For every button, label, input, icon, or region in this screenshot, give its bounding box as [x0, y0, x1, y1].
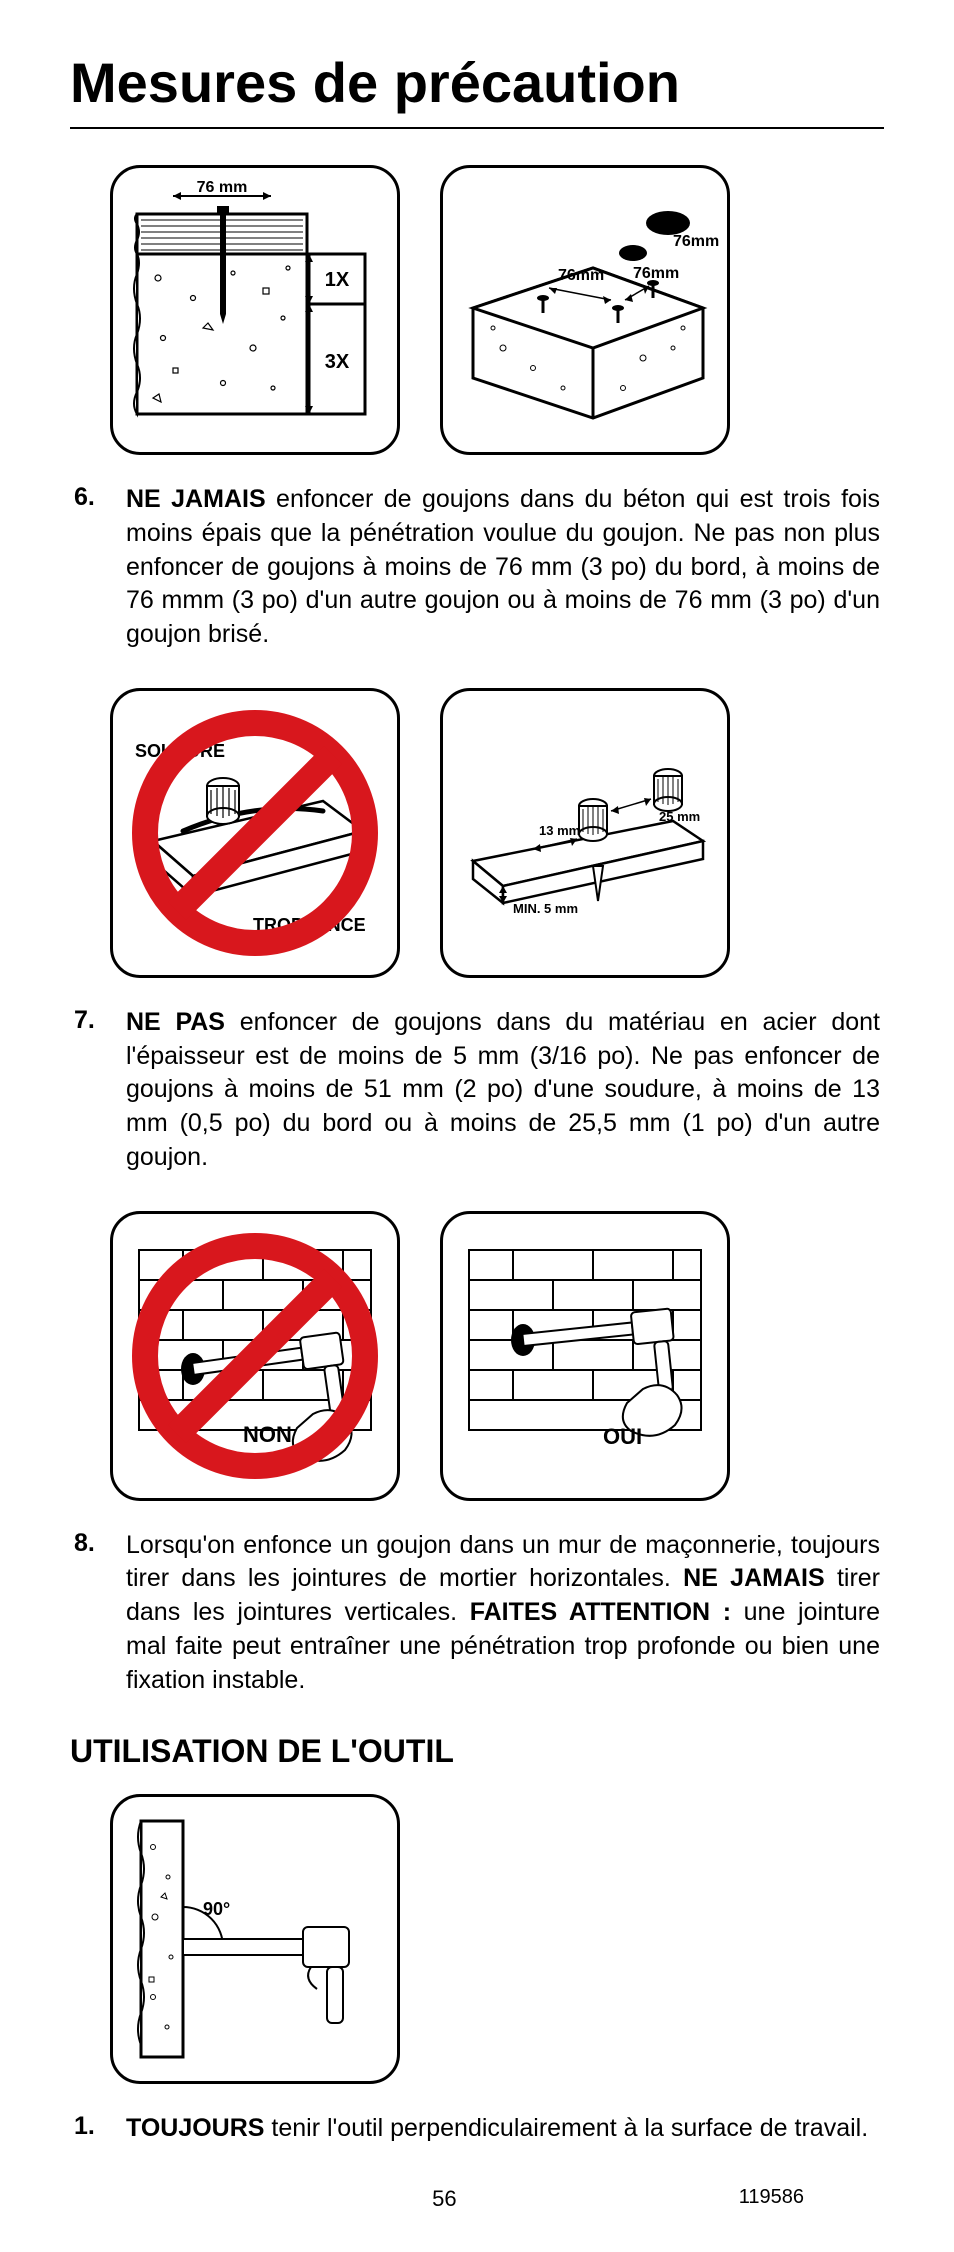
item-8-num: 8. [74, 1529, 108, 1698]
item-7: 7. NE PAS enfoncer de goujons dans du ma… [70, 1006, 884, 1175]
item-u1-text: TOUJOURS tenir l'outil perpendiculaireme… [126, 2112, 868, 2146]
label-oui: OUI [603, 1424, 642, 1449]
item-7-text: NE PAS enfoncer de goujons dans du matér… [126, 1006, 880, 1175]
section-title-utilisation: UTILISATION DE L'OUTIL [70, 1733, 884, 1770]
item-6-num: 6. [74, 483, 108, 652]
page-number: 56 [432, 2186, 456, 2212]
figure-row-2: SOUDURE TROP MINCE [70, 688, 884, 978]
doc-number: 119586 [739, 2186, 804, 2212]
figure-masonry-yes: OUI [440, 1211, 730, 1501]
figure-perpendicular: 90° [110, 1794, 884, 2084]
label-76mm-a: 76mm [673, 233, 719, 250]
item-u1-num: 1. [74, 2112, 108, 2146]
label-3x: 3X [325, 351, 350, 373]
item-u1: 1. TOUJOURS tenir l'outil perpendiculair… [70, 2112, 884, 2146]
label-25mm: 25 mm [659, 809, 700, 824]
label-1x: 1X [325, 269, 350, 291]
item-6-text: NE JAMAIS enfoncer de goujons dans du bé… [126, 483, 880, 652]
figure-row-1: 76 mm [70, 165, 884, 455]
title-rule [70, 127, 884, 129]
item-8-text: Lorsqu'on enfonce un goujon dans un mur … [126, 1529, 880, 1698]
label-76mm-b: 76mm [558, 267, 604, 284]
figure-spacing-3d: 76mm 76mm 76mm [440, 165, 730, 455]
label-min5mm: MIN. 5 mm [513, 901, 578, 916]
figure-concrete-depth: 76 mm [110, 165, 400, 455]
figure-row-3: NON OU [70, 1211, 884, 1501]
item-8: 8. Lorsqu'on enfonce un goujon dans un m… [70, 1529, 884, 1698]
footer: 56 119586 [70, 2186, 884, 2212]
page-title: Mesures de précaution [70, 50, 884, 115]
label-non: NON [243, 1422, 292, 1447]
figure-steel-spacing: 25 mm 13 mm MIN. 5 mm [440, 688, 730, 978]
label-76mm-c: 76mm [633, 265, 679, 282]
figure-masonry-no: NON [110, 1211, 400, 1501]
label-13mm: 13 mm [539, 823, 580, 838]
item-7-num: 7. [74, 1006, 108, 1175]
figure-steel-prohibited: SOUDURE TROP MINCE [110, 688, 400, 978]
label-90: 90° [203, 1899, 230, 1919]
label-76mm: 76 mm [197, 179, 248, 196]
item-6: 6. NE JAMAIS enfoncer de goujons dans du… [70, 483, 884, 652]
